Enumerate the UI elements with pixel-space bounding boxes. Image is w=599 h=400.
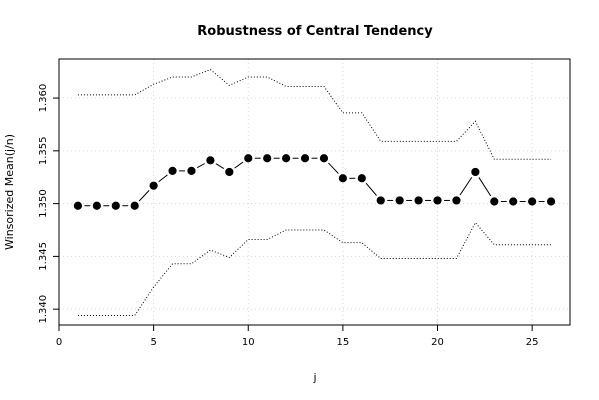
series-segment xyxy=(459,177,473,196)
x-tick-label: 20 xyxy=(431,337,444,348)
series-segment xyxy=(365,182,377,196)
data-point xyxy=(376,196,385,205)
points-layer xyxy=(73,154,556,210)
series-segment xyxy=(138,190,150,202)
data-point xyxy=(414,196,423,205)
y-axis: 1.340 1.345 1.350 1.355 1.360 xyxy=(38,84,59,324)
data-point xyxy=(187,166,196,175)
y-tick-label: 1.345 xyxy=(38,242,49,271)
data-point xyxy=(168,166,177,175)
chart-title: Robustness of Central Tendency xyxy=(197,24,433,39)
data-point xyxy=(509,197,518,206)
data-point xyxy=(263,154,272,163)
y-axis-label: Winsorized Mean(j/n) xyxy=(3,134,16,250)
series-segment xyxy=(234,161,244,169)
data-point xyxy=(319,154,329,163)
data-point xyxy=(395,196,404,205)
x-axis-label: j xyxy=(312,371,316,384)
series-line-2 xyxy=(77,221,552,316)
series-segment xyxy=(328,162,339,174)
series-segment xyxy=(158,174,168,183)
data-point xyxy=(452,196,461,205)
x-tick-label: 0 xyxy=(56,337,62,348)
data-point xyxy=(282,154,291,163)
data-point xyxy=(528,197,537,206)
data-point xyxy=(92,201,101,210)
data-point xyxy=(111,201,120,210)
data-point xyxy=(206,156,215,165)
data-point xyxy=(149,181,158,190)
data-point xyxy=(244,154,253,163)
y-tick-label: 1.360 xyxy=(38,84,49,113)
y-tick-label: 1.340 xyxy=(38,295,49,324)
plot-frame xyxy=(58,58,571,326)
data-point xyxy=(73,201,83,210)
x-tick-label: 5 xyxy=(150,337,156,348)
series-line-1 xyxy=(77,68,552,160)
data-point xyxy=(300,154,310,163)
x-axis: 0 5 10 15 20 25 xyxy=(56,325,539,348)
data-point xyxy=(490,197,499,206)
series-layer xyxy=(77,68,552,316)
data-point xyxy=(130,201,139,210)
series-segment xyxy=(478,177,492,197)
y-tick-label: 1.350 xyxy=(38,189,49,218)
y-tick-label: 1.355 xyxy=(38,137,49,166)
x-tick-label: 10 xyxy=(242,337,255,348)
x-tick-label: 25 xyxy=(526,337,539,348)
data-point xyxy=(546,197,556,206)
data-point xyxy=(357,174,366,183)
data-point xyxy=(433,196,442,205)
data-point xyxy=(338,174,347,183)
series-segment xyxy=(196,163,205,169)
data-point xyxy=(225,167,234,177)
data-point xyxy=(471,167,480,177)
grid xyxy=(58,59,570,325)
series-segment xyxy=(215,163,225,169)
x-tick-label: 15 xyxy=(337,337,350,348)
